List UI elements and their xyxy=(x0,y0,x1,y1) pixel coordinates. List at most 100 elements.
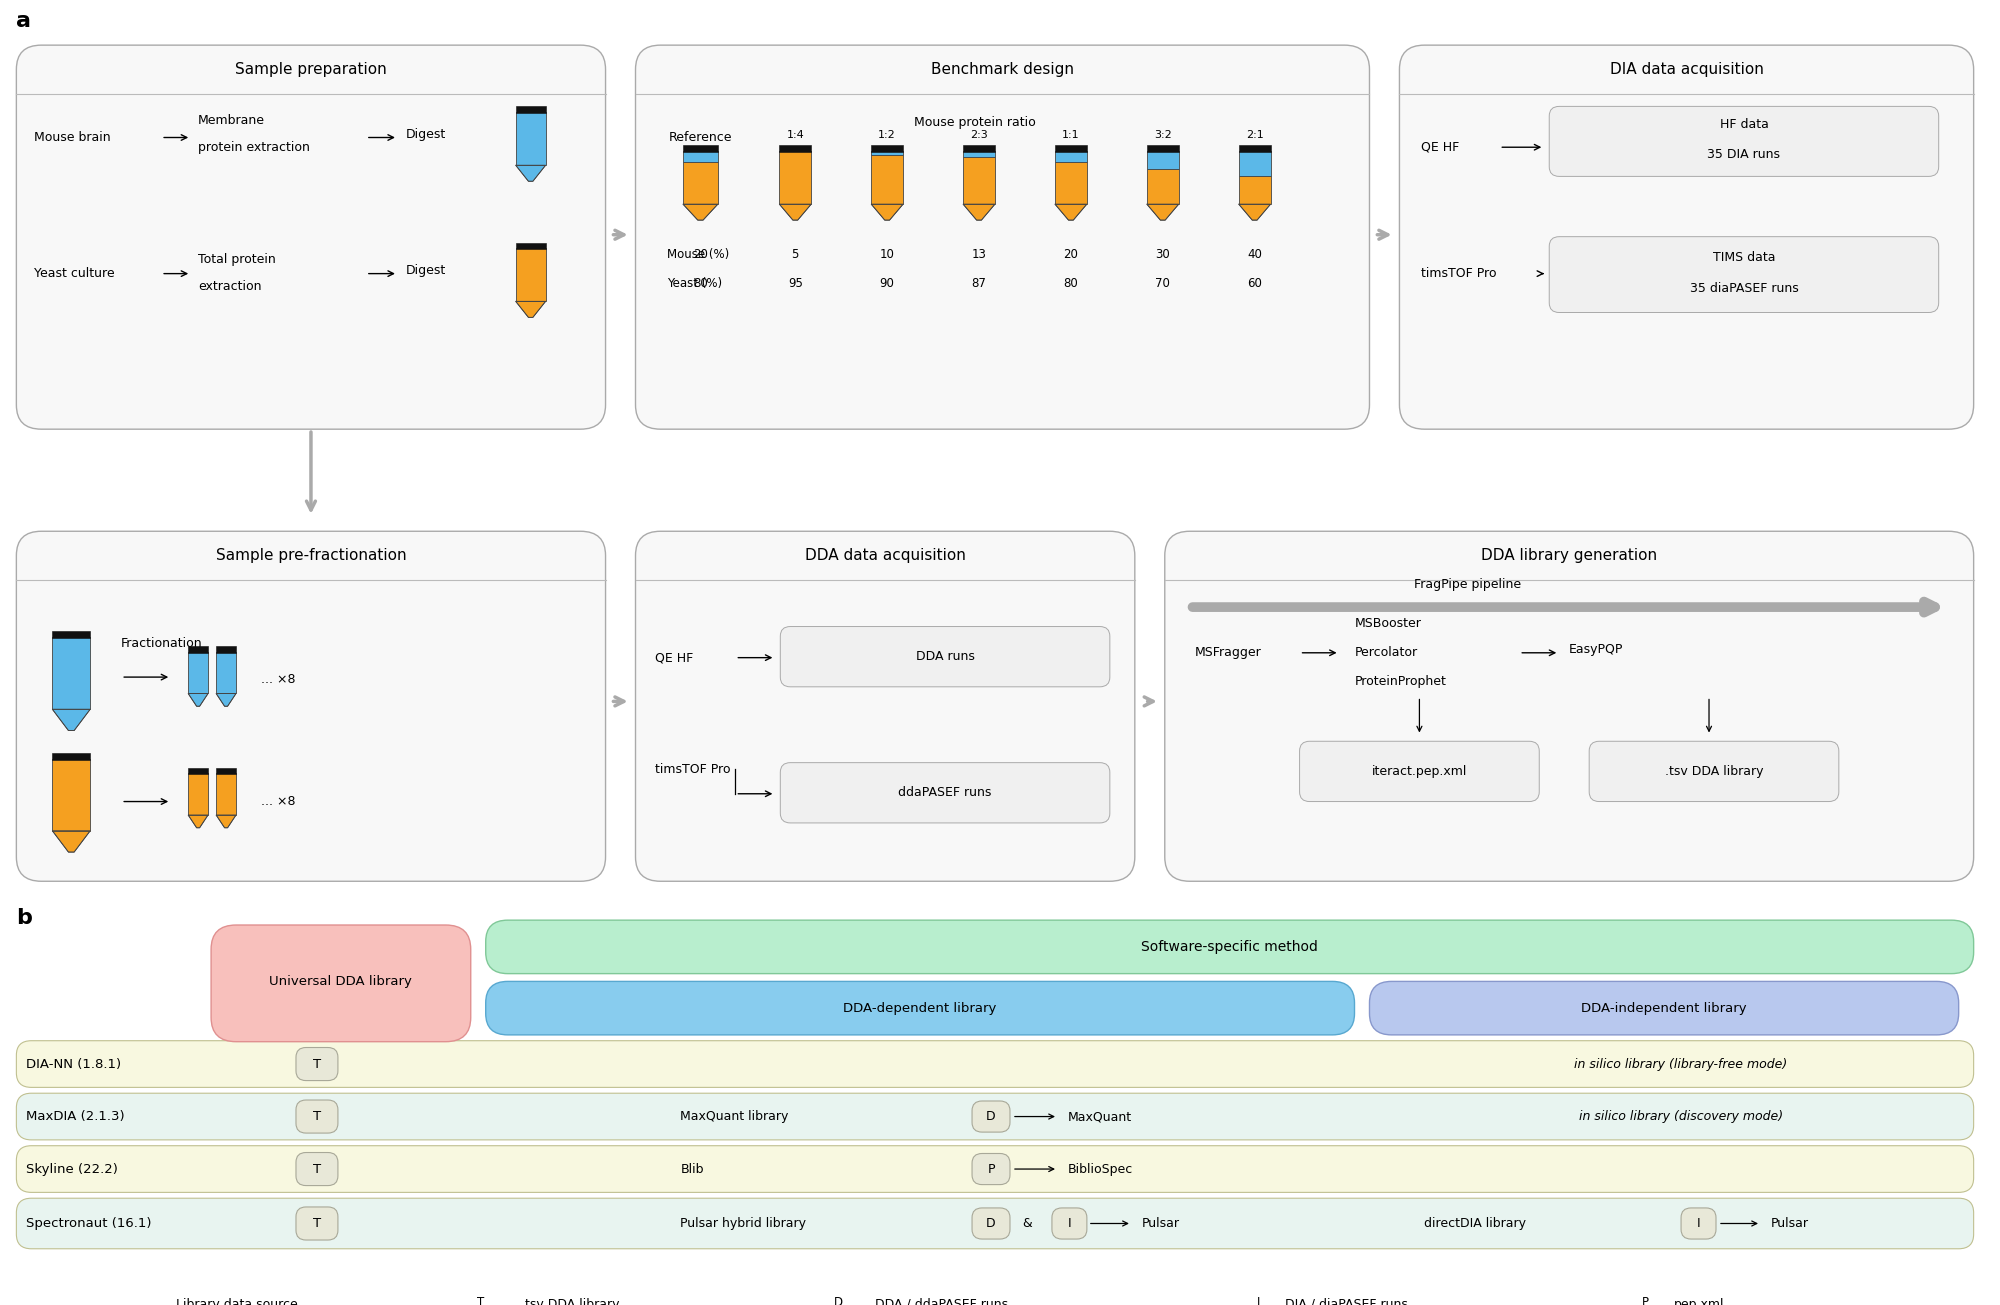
FancyBboxPatch shape xyxy=(780,762,1110,823)
Text: QE HF: QE HF xyxy=(1422,141,1460,154)
Text: FragPipe pipeline: FragPipe pipeline xyxy=(1414,578,1522,591)
Bar xyxy=(52,753,90,760)
FancyBboxPatch shape xyxy=(1370,981,1958,1035)
Polygon shape xyxy=(872,151,904,154)
Text: extraction: extraction xyxy=(198,279,262,292)
Text: Pulsar: Pulsar xyxy=(1770,1218,1808,1231)
Text: DDA runs: DDA runs xyxy=(916,650,974,663)
Bar xyxy=(1054,145,1086,153)
Text: Software-specific method: Software-specific method xyxy=(1142,940,1318,954)
FancyBboxPatch shape xyxy=(296,1100,338,1133)
Text: Digest: Digest xyxy=(406,128,446,141)
Text: timsTOF Pro: timsTOF Pro xyxy=(1422,268,1496,281)
Text: DDA data acquisition: DDA data acquisition xyxy=(804,548,966,562)
Polygon shape xyxy=(1146,151,1178,170)
Text: Library data source: Library data source xyxy=(176,1297,298,1305)
Text: ... ×8: ... ×8 xyxy=(262,795,296,808)
Text: DIA data acquisition: DIA data acquisition xyxy=(1610,61,1764,77)
Text: Benchmark design: Benchmark design xyxy=(930,61,1074,77)
FancyBboxPatch shape xyxy=(16,46,606,429)
Text: T: T xyxy=(312,1218,322,1231)
Bar xyxy=(1146,145,1178,153)
FancyBboxPatch shape xyxy=(16,1094,1974,1139)
Text: pep.xml: pep.xml xyxy=(1674,1297,1724,1305)
Text: ProteinProphet: ProteinProphet xyxy=(1354,676,1446,689)
Bar xyxy=(52,632,90,638)
Text: D: D xyxy=(834,1296,842,1305)
Polygon shape xyxy=(1238,204,1270,221)
Bar xyxy=(216,646,236,652)
Text: 3:2: 3:2 xyxy=(1154,129,1172,140)
Text: TIMS data: TIMS data xyxy=(1712,251,1776,264)
Text: Fractionation: Fractionation xyxy=(122,637,202,650)
Bar xyxy=(872,145,904,153)
Text: Digest: Digest xyxy=(406,264,446,277)
FancyBboxPatch shape xyxy=(296,1207,338,1240)
FancyBboxPatch shape xyxy=(972,1101,1010,1133)
Text: .tsv DDA library: .tsv DDA library xyxy=(1664,765,1764,778)
Text: 13: 13 xyxy=(972,248,986,261)
Text: HF data: HF data xyxy=(1720,119,1768,132)
Polygon shape xyxy=(964,151,996,157)
Text: 5: 5 xyxy=(792,248,798,261)
Polygon shape xyxy=(216,814,236,827)
Polygon shape xyxy=(682,162,718,204)
FancyBboxPatch shape xyxy=(16,1040,1974,1087)
Text: Percolator: Percolator xyxy=(1354,646,1418,659)
Polygon shape xyxy=(52,709,90,731)
FancyBboxPatch shape xyxy=(296,1152,338,1185)
Text: D: D xyxy=(986,1218,996,1231)
Polygon shape xyxy=(52,637,90,709)
Text: DIA-NN (1.8.1): DIA-NN (1.8.1) xyxy=(26,1057,122,1070)
FancyBboxPatch shape xyxy=(146,1280,1844,1305)
Text: 1:2: 1:2 xyxy=(878,129,896,140)
Text: Universal DDA library: Universal DDA library xyxy=(270,975,412,988)
Text: Skyline (22.2): Skyline (22.2) xyxy=(26,1163,118,1176)
Text: MaxQuant library: MaxQuant library xyxy=(680,1111,788,1124)
Text: directDIA library: directDIA library xyxy=(1424,1218,1526,1231)
Text: 90: 90 xyxy=(880,277,894,290)
Text: I: I xyxy=(1696,1218,1700,1231)
FancyBboxPatch shape xyxy=(780,626,1110,686)
Text: 35 diaPASEF runs: 35 diaPASEF runs xyxy=(1690,282,1798,295)
Polygon shape xyxy=(1146,204,1178,221)
FancyBboxPatch shape xyxy=(1052,1208,1086,1238)
Text: 95: 95 xyxy=(788,277,802,290)
Text: Mouse protein ratio: Mouse protein ratio xyxy=(914,116,1036,129)
Polygon shape xyxy=(780,204,812,221)
Polygon shape xyxy=(1054,151,1086,162)
Text: Sample pre-fractionation: Sample pre-fractionation xyxy=(216,548,406,562)
FancyBboxPatch shape xyxy=(972,1208,1010,1238)
Text: 1:1: 1:1 xyxy=(1062,129,1080,140)
FancyBboxPatch shape xyxy=(486,920,1974,974)
Text: 87: 87 xyxy=(972,277,986,290)
Text: MSBooster: MSBooster xyxy=(1354,617,1422,630)
Text: EasyPQP: EasyPQP xyxy=(1570,643,1624,656)
Text: DIA / diaPASEF runs: DIA / diaPASEF runs xyxy=(1284,1297,1408,1305)
Text: &: & xyxy=(1022,1218,1032,1231)
Polygon shape xyxy=(516,248,546,301)
Text: in silico library (discovery mode): in silico library (discovery mode) xyxy=(1578,1111,1784,1124)
FancyBboxPatch shape xyxy=(1550,236,1938,312)
Polygon shape xyxy=(682,151,718,162)
Text: Pulsar hybrid library: Pulsar hybrid library xyxy=(680,1218,806,1231)
Text: 80: 80 xyxy=(694,277,708,290)
Text: Sample preparation: Sample preparation xyxy=(236,61,386,77)
FancyBboxPatch shape xyxy=(16,1198,1974,1249)
Text: I: I xyxy=(1068,1218,1072,1231)
Text: T: T xyxy=(478,1296,484,1305)
Polygon shape xyxy=(516,301,546,317)
Bar xyxy=(216,767,236,774)
FancyBboxPatch shape xyxy=(1164,531,1974,881)
Bar xyxy=(516,107,546,114)
Polygon shape xyxy=(52,758,90,831)
FancyBboxPatch shape xyxy=(1630,1288,1662,1305)
FancyBboxPatch shape xyxy=(1682,1208,1716,1238)
Polygon shape xyxy=(872,204,904,221)
Text: T: T xyxy=(312,1057,322,1070)
Bar xyxy=(516,243,546,249)
Text: Reference: Reference xyxy=(668,130,732,144)
Polygon shape xyxy=(780,151,812,204)
Bar xyxy=(188,767,208,774)
Polygon shape xyxy=(216,774,236,814)
